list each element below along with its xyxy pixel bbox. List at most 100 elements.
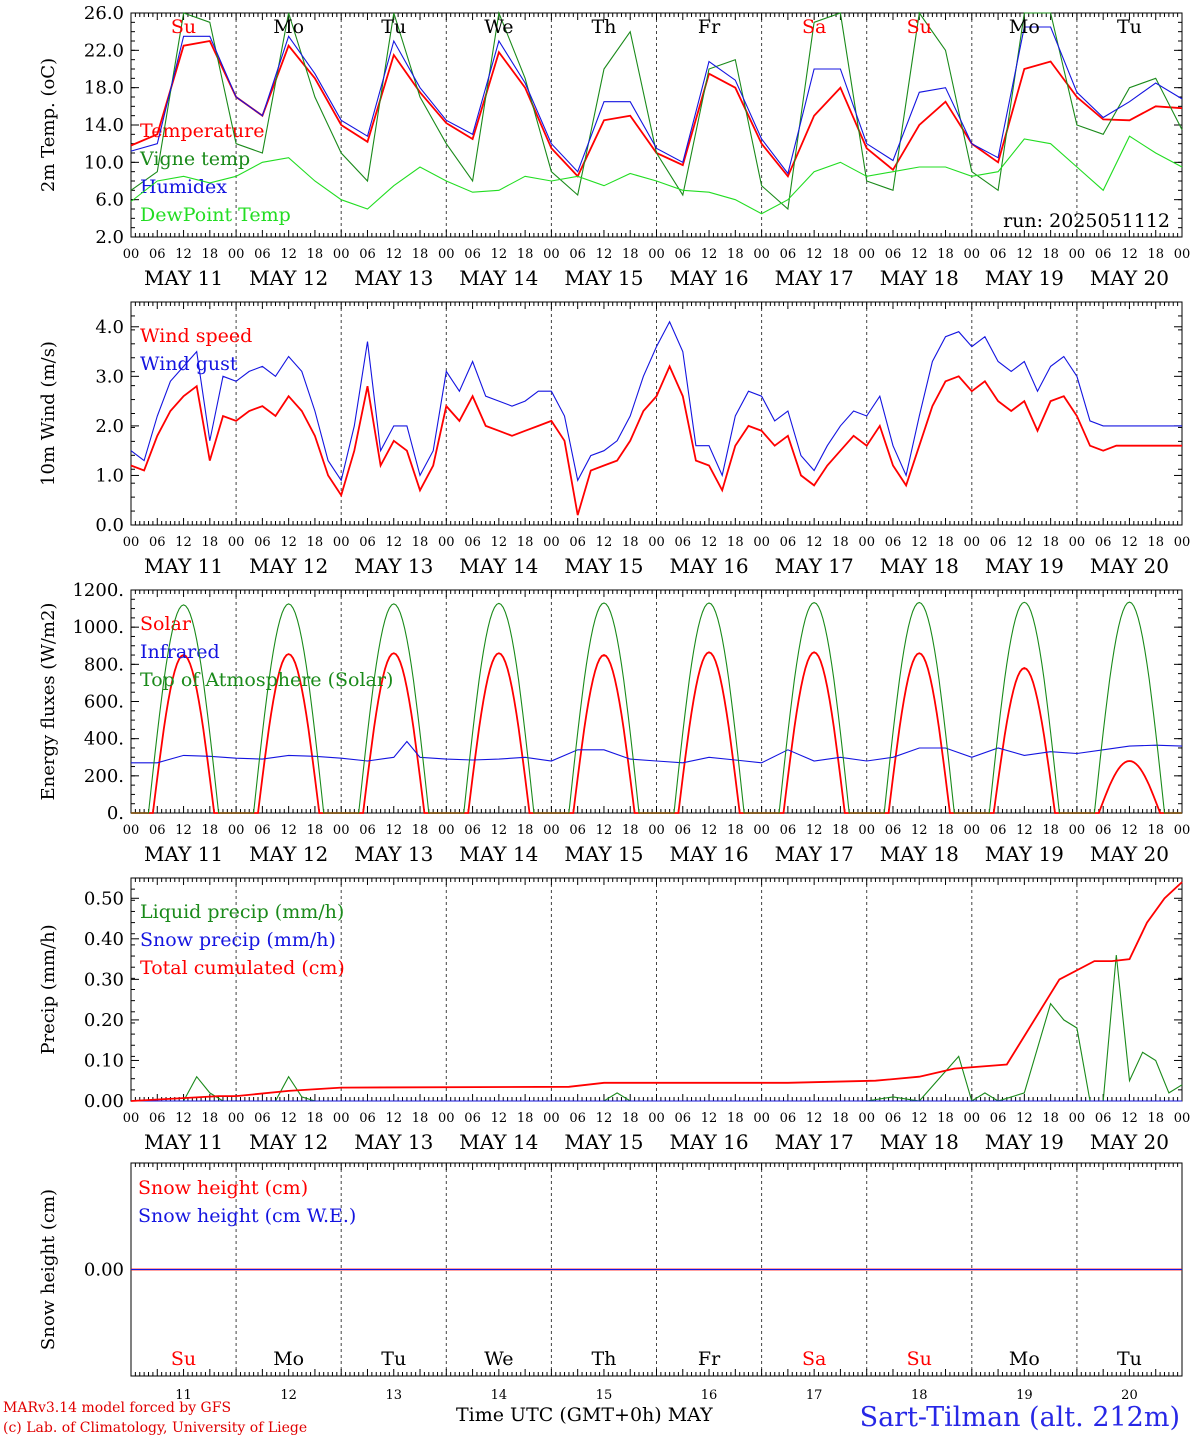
- hour-tick-label: 18: [1042, 823, 1059, 838]
- weekday-label: Su: [171, 1348, 196, 1370]
- hour-tick-label: 18: [412, 823, 429, 838]
- date-label: MAY 15: [564, 266, 643, 290]
- hour-tick-label: 18: [517, 1111, 534, 1126]
- hour-tick-label: 12: [911, 247, 928, 262]
- hour-tick-label: 00: [753, 1111, 770, 1126]
- weekday-label: Su: [907, 1348, 932, 1370]
- hour-tick-label: 18: [307, 823, 324, 838]
- hour-tick-label: 00: [1174, 1111, 1191, 1126]
- y-tick-label: 800.: [84, 654, 124, 675]
- date-label: MAY 17: [775, 554, 854, 578]
- hour-tick-label: 06: [254, 1111, 271, 1126]
- hour-tick-label: 12: [491, 247, 508, 262]
- date-label: MAY 19: [985, 266, 1064, 290]
- hour-tick-label: 06: [990, 535, 1007, 550]
- hour-tick-label: 18: [832, 1111, 849, 1126]
- hour-tick-label: 00: [438, 535, 455, 550]
- hour-tick-label: 18: [937, 535, 954, 550]
- hour-tick-label: 00: [438, 247, 455, 262]
- hour-tick-label: 00: [1069, 1111, 1086, 1126]
- series-line: [131, 740, 1183, 764]
- day-number-label: 13: [385, 1388, 402, 1403]
- hour-tick-label: 06: [149, 247, 166, 262]
- date-label: MAY 11: [144, 842, 223, 866]
- y-axis-label: Precip (mm/h): [38, 924, 59, 1054]
- panel-frame: [130, 301, 1183, 526]
- hour-tick-label: 00: [858, 247, 875, 262]
- day-number-label: 14: [491, 1388, 508, 1403]
- hour-tick-label: 00: [543, 247, 560, 262]
- hour-tick-label: 12: [806, 823, 823, 838]
- legend-entry: Wind gust: [140, 353, 238, 375]
- hour-tick-label: 00: [543, 823, 560, 838]
- hour-tick-label: 12: [175, 535, 192, 550]
- hour-tick-label: 18: [1042, 535, 1059, 550]
- legend-entry: Snow height (cm): [138, 1177, 308, 1199]
- run-label: run: 2025051112: [1003, 210, 1170, 232]
- date-label: MAY 19: [985, 554, 1064, 578]
- day-number-label: 19: [1016, 1388, 1033, 1403]
- hour-tick-label: 00: [333, 823, 350, 838]
- weekday-label: Su: [171, 16, 196, 38]
- hour-tick-label: 18: [517, 247, 534, 262]
- hour-tick-label: 06: [780, 1111, 797, 1126]
- hour-tick-label: 06: [1095, 247, 1112, 262]
- series-line: [130, 135, 1183, 215]
- y-tick-label: 0.00: [84, 1260, 124, 1281]
- hour-tick-label: 12: [1121, 535, 1138, 550]
- hour-tick-label: 06: [990, 823, 1007, 838]
- hour-tick-label: 06: [780, 823, 797, 838]
- y-tick-label: 26.0: [84, 3, 124, 24]
- hour-tick-label: 18: [937, 1111, 954, 1126]
- hour-tick-label: 00: [964, 823, 981, 838]
- date-label: MAY 20: [1090, 1130, 1169, 1154]
- hour-tick-label: 06: [149, 823, 166, 838]
- date-label: MAY 18: [880, 842, 959, 866]
- y-tick-label: 3.0: [95, 366, 124, 387]
- y-tick-label: 600.: [84, 692, 124, 713]
- date-label: MAY 13: [354, 1130, 433, 1154]
- hour-tick-label: 06: [675, 247, 692, 262]
- legend-entry: Snow precip (mm/h): [140, 929, 336, 951]
- hour-tick-label: 12: [911, 823, 928, 838]
- hour-tick-label: 12: [1016, 823, 1033, 838]
- hour-tick-label: 18: [622, 823, 639, 838]
- weekday-label: Fr: [698, 1348, 721, 1370]
- hour-tick-label: 06: [359, 1111, 376, 1126]
- hour-tick-label: 06: [885, 1111, 902, 1126]
- weekday-label: Sa: [802, 16, 826, 38]
- y-tick-label: 0.20: [84, 1010, 124, 1031]
- hour-tick-label: 18: [202, 823, 219, 838]
- weekday-label: Tu: [1117, 1348, 1142, 1370]
- hour-tick-label: 12: [175, 823, 192, 838]
- hour-tick-label: 00: [648, 823, 665, 838]
- hour-tick-label: 06: [464, 247, 481, 262]
- hour-tick-label: 12: [596, 247, 613, 262]
- y-tick-label: 0.40: [84, 929, 124, 950]
- hour-tick-label: 00: [753, 247, 770, 262]
- y-tick-label: 10.0: [84, 152, 124, 173]
- date-label: MAY 16: [669, 266, 748, 290]
- hour-tick-label: 12: [1016, 1111, 1033, 1126]
- weekday-label: Tu: [1117, 16, 1142, 38]
- hour-tick-label: 06: [675, 823, 692, 838]
- date-label: MAY 14: [459, 266, 538, 290]
- date-label: MAY 15: [564, 1130, 643, 1154]
- date-label: MAY 20: [1090, 266, 1169, 290]
- date-label: MAY 16: [669, 842, 748, 866]
- series-line: [131, 601, 1182, 814]
- panel-frame: [130, 589, 1183, 814]
- y-axis-label: 2m Temp. (oC): [38, 58, 59, 192]
- hour-tick-label: 12: [280, 1111, 297, 1126]
- date-label: MAY 15: [564, 554, 643, 578]
- hour-tick-label: 00: [123, 1111, 140, 1126]
- weekday-label: Th: [591, 1348, 616, 1370]
- hour-tick-label: 06: [149, 1111, 166, 1126]
- hour-tick-label: 00: [1069, 823, 1086, 838]
- hour-tick-label: 18: [622, 1111, 639, 1126]
- site-name: Sart-Tilman (alt. 212m): [859, 1402, 1180, 1433]
- hour-tick-label: 18: [1042, 247, 1059, 262]
- day-number-label: 16: [701, 1388, 718, 1403]
- hour-tick-label: 12: [280, 247, 297, 262]
